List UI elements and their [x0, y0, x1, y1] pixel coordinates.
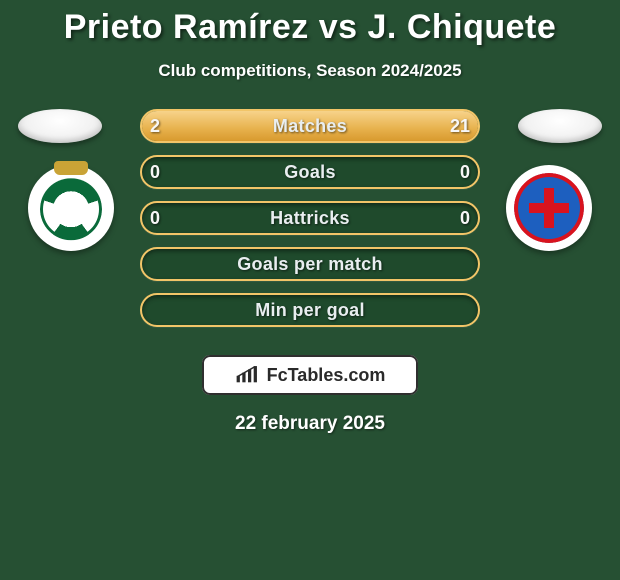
brand-badge: FcTables.com — [202, 355, 418, 395]
stat-value-right: 0 — [430, 155, 470, 189]
player-left-photo-placeholder — [18, 109, 102, 143]
stat-label: Goals — [140, 155, 480, 189]
comparison-stage: Matches221Goals00Hattricks00Goals per ma… — [0, 109, 620, 349]
stat-label: Hattricks — [140, 201, 480, 235]
stat-row: Matches2 21 — [140, 109, 480, 143]
page-subtitle: Club competitions, Season 2024/2025 — [0, 61, 620, 81]
club-crest-left — [28, 165, 114, 251]
stat-value-left: 0 — [150, 155, 190, 189]
stat-row: Min per goal — [140, 293, 480, 327]
stat-label: Matches — [140, 109, 480, 143]
stat-value-left: 0 — [150, 201, 190, 235]
page-title: Prieto Ramírez vs J. Chiquete — [0, 0, 620, 47]
snapshot-date: 22 february 2025 — [0, 413, 620, 435]
stat-value-left: 2 — [150, 109, 190, 143]
stat-row: Goals per match — [140, 247, 480, 281]
brand-text: FcTables.com — [267, 365, 386, 386]
player-right-photo-placeholder — [518, 109, 602, 143]
stat-value-right: 0 — [430, 201, 470, 235]
stats-bars: Matches221Goals00Hattricks00Goals per ma… — [140, 109, 480, 339]
stat-value-right: 21 — [430, 109, 470, 143]
club-crest-right — [506, 165, 592, 251]
stat-label: Min per goal — [140, 293, 480, 327]
bars-icon — [235, 366, 261, 384]
stat-row: Goals0 0 — [140, 155, 480, 189]
stat-label: Goals per match — [140, 247, 480, 281]
stat-row: Hattricks0 0 — [140, 201, 480, 235]
